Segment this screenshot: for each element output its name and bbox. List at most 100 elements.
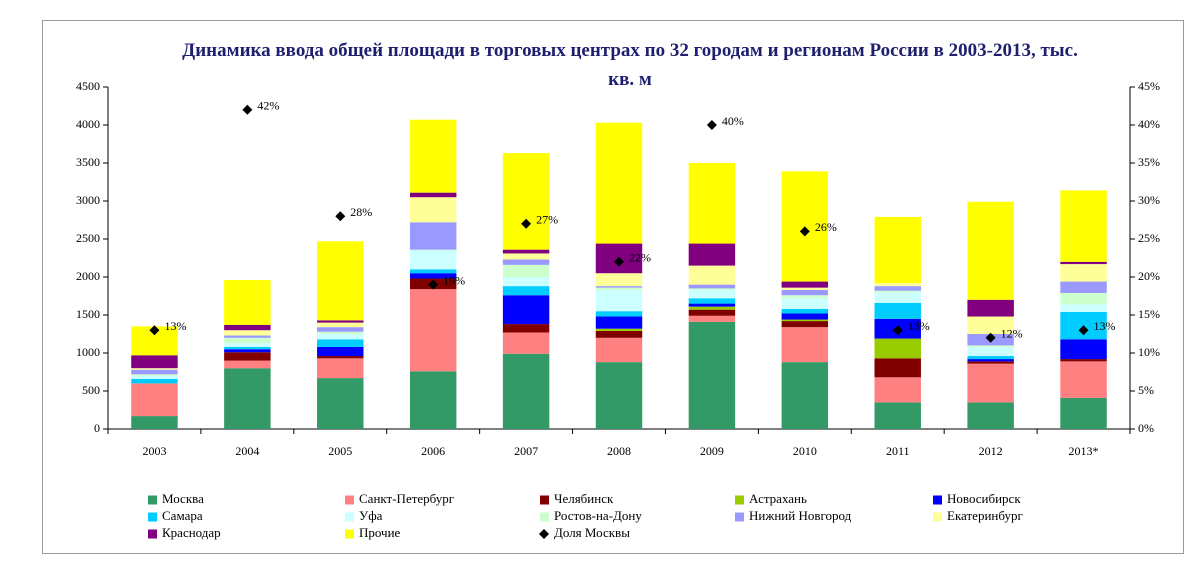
bar-segment — [409, 192, 457, 198]
bar-segment — [688, 306, 736, 310]
bar-segment — [409, 371, 457, 429]
point — [242, 104, 253, 115]
point — [706, 120, 717, 130]
legend-marker — [345, 512, 354, 522]
legend: Москва Санкт-Петербург Челябинск Астрахань Н… — [148, 491, 1023, 540]
point — [149, 325, 160, 336]
legend-label: Санкт-Петербург — [359, 491, 454, 506]
legend-label: Самара — [162, 508, 203, 523]
y-tick-label: 0 — [94, 421, 100, 435]
bar-segment — [317, 358, 364, 379]
bar-segment — [595, 122, 643, 244]
bar-segment — [781, 362, 829, 429]
bar-segment — [781, 295, 829, 299]
x-tick-label: 2006 — [421, 444, 445, 458]
bar-segment — [688, 303, 736, 307]
bar-segment — [967, 201, 1014, 300]
point — [799, 226, 810, 237]
bar-segment — [688, 243, 736, 266]
bar-segment — [224, 352, 271, 361]
bar-segment — [409, 197, 457, 223]
bar-segment — [688, 309, 736, 316]
legend-marker — [735, 512, 744, 522]
x-tick-label: 2007 — [514, 444, 538, 458]
bar-segment — [224, 349, 271, 353]
bar-segment — [1060, 264, 1107, 282]
y-tick-label: 4000 — [76, 117, 100, 131]
bar-segment — [967, 299, 1014, 317]
bar-segment — [781, 289, 829, 296]
bar-segment — [967, 356, 1014, 360]
bar-segment — [1060, 190, 1107, 262]
y-tick-label: 500 — [82, 383, 100, 397]
bar-segment — [781, 313, 829, 320]
bar-segment — [874, 402, 921, 429]
bar-segment — [224, 343, 271, 347]
legend-marker — [148, 495, 157, 505]
bar-segment — [502, 332, 550, 354]
bar-segment — [131, 368, 178, 370]
y2-tick-label: 10% — [1138, 345, 1160, 359]
bar-segment — [317, 327, 364, 332]
legend-marker — [933, 495, 942, 505]
bar-segment — [502, 253, 550, 260]
bar-segment — [131, 375, 178, 379]
bar-segment — [224, 346, 271, 350]
bar-segment — [967, 359, 1014, 362]
bar-segment — [688, 284, 736, 289]
y-tick-label: 4500 — [76, 79, 100, 93]
bar-segment — [967, 363, 1014, 403]
legend-marker — [345, 529, 354, 539]
y-tick-label: 2500 — [76, 231, 100, 245]
bar-segment — [317, 378, 364, 429]
bar-segment — [1060, 339, 1107, 360]
chart-title: Динамика ввода общей площади в торговых … — [182, 40, 1078, 90]
x-tick-label: 2013* — [1069, 444, 1099, 458]
data-label: 40% — [722, 114, 744, 128]
legend-label: Уфа — [359, 508, 383, 523]
bar-segment — [781, 327, 829, 363]
data-label: 22% — [629, 251, 651, 265]
bar-segment — [317, 346, 364, 357]
y2-tick-label: 0% — [1138, 421, 1154, 435]
bar-segment — [781, 281, 829, 288]
legend-marker — [148, 512, 157, 522]
bar-segment — [967, 361, 1014, 364]
bar-segment — [1060, 292, 1107, 305]
y2-tick-label: 45% — [1138, 79, 1160, 93]
legend-label: Екатеринбург — [947, 508, 1023, 523]
x-tick-label: 2012 — [979, 444, 1003, 458]
legend-marker — [540, 512, 549, 522]
legend-marker — [933, 512, 942, 522]
bar-segment — [317, 331, 364, 334]
bar-segment — [595, 362, 643, 429]
y-tick-label: 3500 — [76, 155, 100, 169]
bar-segment — [502, 295, 550, 325]
data-label: 12% — [1001, 327, 1023, 341]
legend-marker — [735, 495, 744, 505]
x-tick-label: 2003 — [142, 444, 166, 458]
point — [521, 218, 532, 229]
bar-segment — [967, 316, 1014, 334]
y2-tick-label: 25% — [1138, 231, 1160, 245]
legend-marker — [345, 495, 354, 505]
bar-segment — [688, 289, 736, 299]
legend-marker — [148, 529, 157, 539]
y2-tick-label: 30% — [1138, 193, 1160, 207]
y2-tick-label: 35% — [1138, 155, 1160, 169]
bar-segment — [409, 289, 457, 372]
y2-tick-label: 5% — [1138, 383, 1154, 397]
bar-segment — [1060, 261, 1107, 265]
x-tick-label: 2004 — [235, 444, 259, 458]
y2-tick-label: 40% — [1138, 117, 1160, 131]
bar-segment — [595, 328, 643, 331]
bar-segment — [781, 319, 829, 322]
bar-segment — [595, 311, 643, 317]
legend-label: Краснодар — [162, 525, 221, 540]
bar-segment — [317, 322, 364, 328]
bar-segment — [317, 356, 364, 359]
bar-segment — [688, 315, 736, 322]
bar-segment — [502, 353, 550, 429]
